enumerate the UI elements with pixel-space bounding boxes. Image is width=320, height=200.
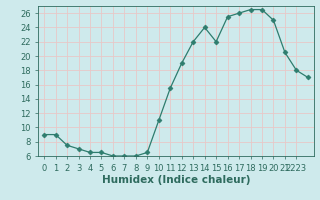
X-axis label: Humidex (Indice chaleur): Humidex (Indice chaleur)	[102, 175, 250, 185]
